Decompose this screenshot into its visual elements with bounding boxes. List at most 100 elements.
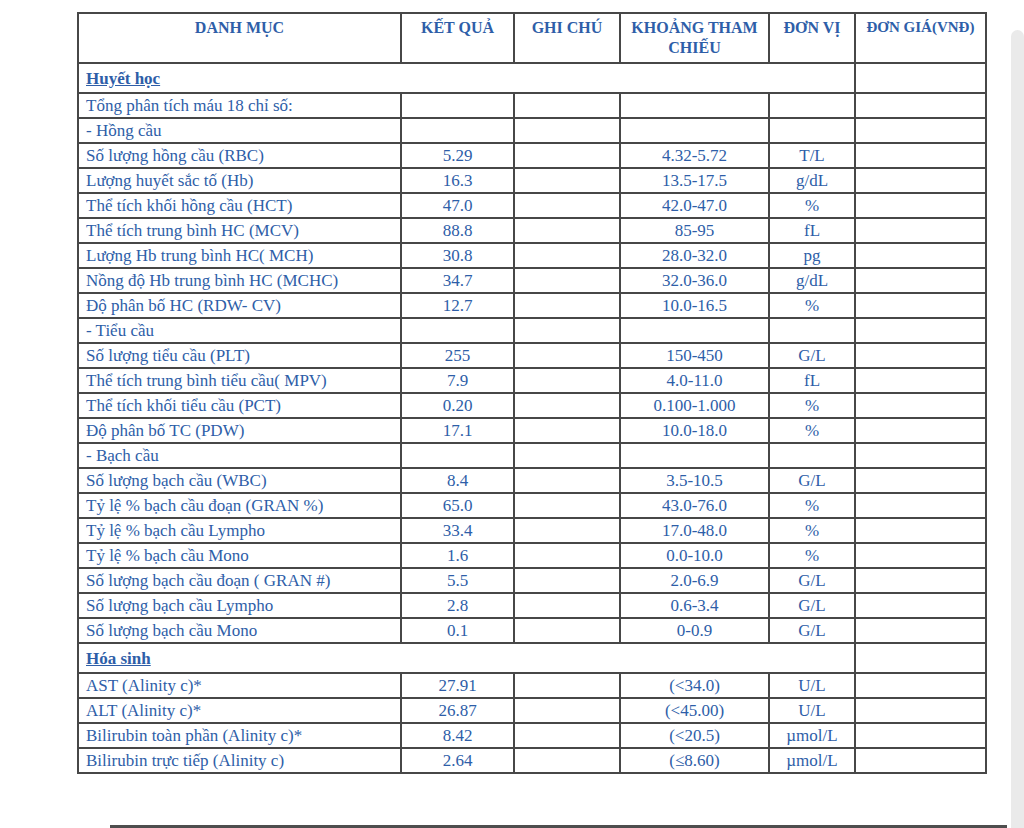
table-row: Số lượng hồng cầu (RBC)5.294.32-5.72T/L	[78, 143, 986, 168]
unit-value: µmol/L	[769, 723, 855, 748]
price-value	[855, 748, 986, 773]
note-value	[514, 218, 620, 243]
test-name: AST (Alinity c)*	[78, 673, 401, 698]
note-value	[514, 443, 620, 468]
table-header: DANH MỤC KẾT QUẢ GHI CHÚ KHOẢNG THAM CHI…	[78, 13, 986, 63]
reference-range: 0.100-1.000	[620, 393, 769, 418]
table-row: Tỷ lệ % bạch cầu Mono1.60.0-10.0%	[78, 543, 986, 568]
reference-range: (≤8.60)	[620, 748, 769, 773]
reference-range: 2.0-6.9	[620, 568, 769, 593]
test-name: Số lượng bạch cầu đoạn ( GRAN #)	[78, 568, 401, 593]
result-value: 8.4	[401, 468, 514, 493]
price-value	[855, 268, 986, 293]
unit-value: %	[769, 518, 855, 543]
test-name: ALT (Alinity c)*	[78, 698, 401, 723]
unit-value	[769, 93, 855, 118]
reference-range: 17.0-48.0	[620, 518, 769, 543]
note-value	[514, 343, 620, 368]
result-value: 16.3	[401, 168, 514, 193]
section-row: Hóa sinh	[78, 643, 986, 673]
test-name: Bilirubin trực tiếp (Alinity c)	[78, 748, 401, 773]
header-danh-muc: DANH MỤC	[78, 13, 401, 63]
note-value	[514, 368, 620, 393]
header-don-gia: ĐƠN GIÁ(VNĐ)	[855, 13, 986, 63]
result-value: 0.1	[401, 618, 514, 643]
table-row: Tỷ lệ % bạch cầu đoạn (GRAN %)65.043.0-7…	[78, 493, 986, 518]
unit-value: G/L	[769, 593, 855, 618]
unit-value: g/dL	[769, 168, 855, 193]
unit-value: T/L	[769, 143, 855, 168]
price-value	[855, 63, 986, 93]
table-row: Tỷ lệ % bạch cầu Lympho33.417.0-48.0%	[78, 518, 986, 543]
price-value	[855, 168, 986, 193]
table-row: Bilirubin toàn phần (Alinity c)*8.42(<20…	[78, 723, 986, 748]
price-value	[855, 143, 986, 168]
note-value	[514, 568, 620, 593]
price-value	[855, 343, 986, 368]
note-value	[514, 243, 620, 268]
test-name: Số lượng hồng cầu (RBC)	[78, 143, 401, 168]
document-page: DANH MỤC KẾT QUẢ GHI CHÚ KHOẢNG THAM CHI…	[0, 0, 1024, 828]
note-value	[514, 748, 620, 773]
table-row: Tổng phân tích máu 18 chỉ số:	[78, 93, 986, 118]
price-value	[855, 193, 986, 218]
note-value	[514, 268, 620, 293]
note-value	[514, 418, 620, 443]
reference-range: 85-95	[620, 218, 769, 243]
price-value	[855, 543, 986, 568]
test-name: Nồng độ Hb trung bình HC (MCHC)	[78, 268, 401, 293]
test-name: Độ phân bố HC (RDW- CV)	[78, 293, 401, 318]
unit-value: %	[769, 193, 855, 218]
note-value	[514, 168, 620, 193]
table-row: Lượng huyết sắc tố (Hb)16.313.5-17.5g/dL	[78, 168, 986, 193]
result-value	[401, 93, 514, 118]
price-value	[855, 393, 986, 418]
table-row: Số lượng bạch cầu Lympho2.80.6-3.4G/L	[78, 593, 986, 618]
test-name: Tỷ lệ % bạch cầu Lympho	[78, 518, 401, 543]
table-row: Thể tích khối hồng cầu (HCT)47.042.0-47.…	[78, 193, 986, 218]
table-row: Nồng độ Hb trung bình HC (MCHC)34.732.0-…	[78, 268, 986, 293]
note-value	[514, 468, 620, 493]
reference-range: 4.0-11.0	[620, 368, 769, 393]
result-value: 27.91	[401, 673, 514, 698]
note-value	[514, 518, 620, 543]
test-name: Tỷ lệ % bạch cầu Mono	[78, 543, 401, 568]
price-value	[855, 318, 986, 343]
test-name: Số lượng bạch cầu (WBC)	[78, 468, 401, 493]
price-value	[855, 93, 986, 118]
result-value: 2.8	[401, 593, 514, 618]
price-value	[855, 493, 986, 518]
result-value: 5.5	[401, 568, 514, 593]
header-ghi-chu: GHI CHÚ	[514, 13, 620, 63]
note-value	[514, 593, 620, 618]
note-value	[514, 493, 620, 518]
right-edge-strip	[1011, 30, 1024, 828]
table-row: Thể tích trung bình tiểu cầu( MPV)7.94.0…	[78, 368, 986, 393]
price-value	[855, 518, 986, 543]
result-value: 47.0	[401, 193, 514, 218]
header-ket-qua: KẾT QUẢ	[401, 13, 514, 63]
table-row: Thể tích khối tiểu cầu (PCT)0.200.100-1.…	[78, 393, 986, 418]
test-name: Số lượng bạch cầu Mono	[78, 618, 401, 643]
reference-range: 0.0-10.0	[620, 543, 769, 568]
unit-value: U/L	[769, 673, 855, 698]
unit-value: G/L	[769, 468, 855, 493]
test-name: Lượng huyết sắc tố (Hb)	[78, 168, 401, 193]
table-row: - Bạch cầu	[78, 443, 986, 468]
price-value	[855, 618, 986, 643]
price-value	[855, 443, 986, 468]
unit-value: G/L	[769, 618, 855, 643]
reference-range: (<45.00)	[620, 698, 769, 723]
reference-range	[620, 443, 769, 468]
table-row: Bilirubin trực tiếp (Alinity c)2.64(≤8.6…	[78, 748, 986, 773]
reference-range: 32.0-36.0	[620, 268, 769, 293]
test-name: Số lượng tiểu cầu (PLT)	[78, 343, 401, 368]
note-value	[514, 673, 620, 698]
result-value: 7.9	[401, 368, 514, 393]
result-value: 17.1	[401, 418, 514, 443]
unit-value: fL	[769, 218, 855, 243]
result-value: 0.20	[401, 393, 514, 418]
result-value	[401, 118, 514, 143]
price-value	[855, 698, 986, 723]
result-value: 26.87	[401, 698, 514, 723]
